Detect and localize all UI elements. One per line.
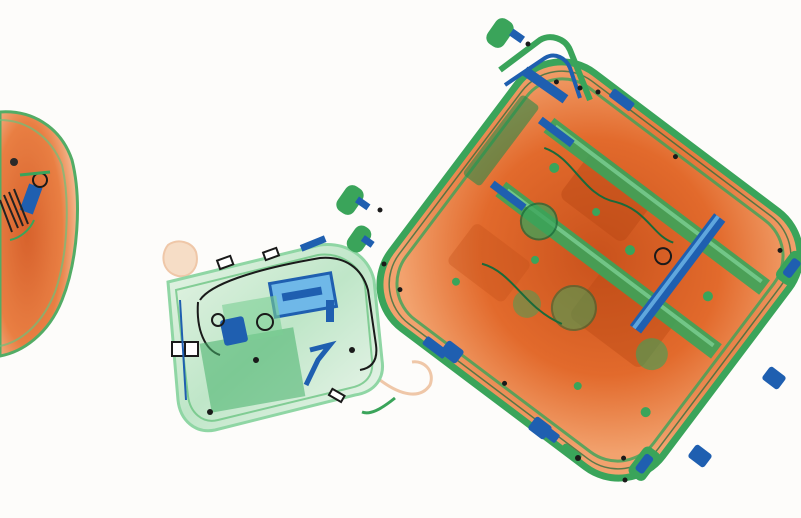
suitcase-right (376, 58, 801, 482)
handbag-center (162, 235, 433, 433)
suitcase-handle-mechanism (336, 18, 601, 267)
partial-bag-left (0, 110, 79, 358)
left-bag-metal-parts (0, 158, 51, 241)
suitcase-wheels (440, 340, 786, 483)
